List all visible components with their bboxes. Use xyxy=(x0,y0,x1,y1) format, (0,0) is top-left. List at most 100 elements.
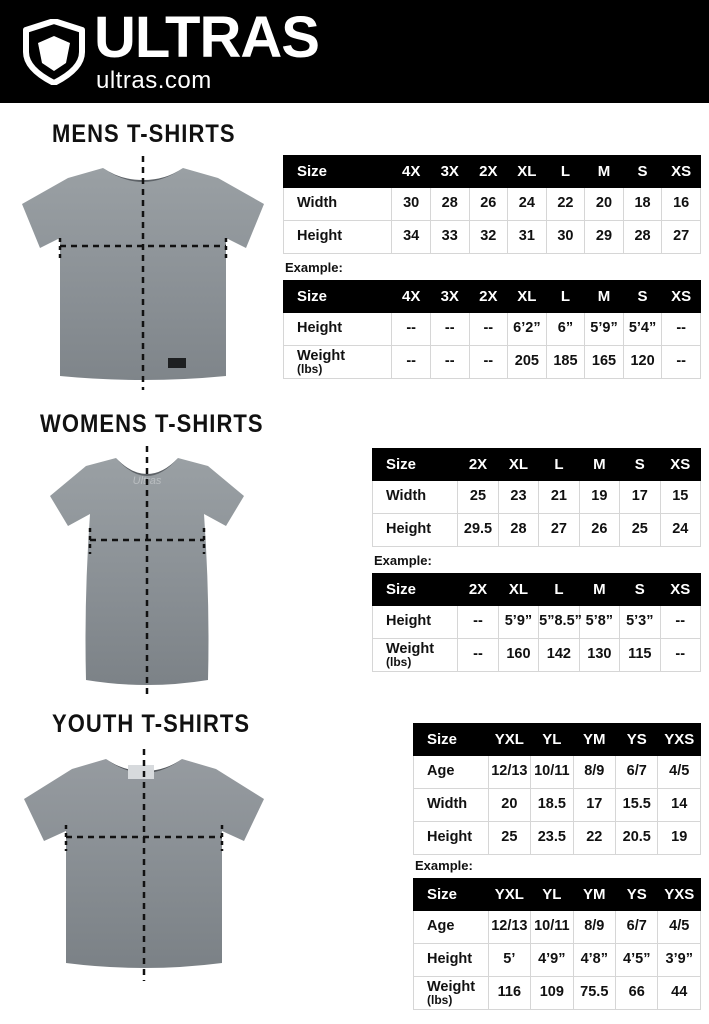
cell-height-s: 25 xyxy=(619,513,661,547)
example-label-womens: Example: xyxy=(374,553,432,568)
cell-height-2x: 32 xyxy=(468,220,509,254)
cell-exweight-4x: -- xyxy=(391,345,431,379)
cell-exweight-s: 115 xyxy=(619,638,661,672)
cell-height-xl: 31 xyxy=(507,220,547,254)
col-head-3x: 3X xyxy=(429,280,470,313)
table-row: Weight (lbs) 116 109 75.5 66 44 xyxy=(413,976,701,1010)
table-row: Height -- -- -- 6’2” 6” 5’9” 5’4” -- xyxy=(282,312,701,346)
table-row: Age 12/13 10/11 8/9 6/7 4/5 xyxy=(413,755,701,789)
cell-height-yl: 23.5 xyxy=(530,821,574,855)
col-head-2x: 2X xyxy=(457,573,499,606)
cell-exheight-2x: -- xyxy=(457,605,499,639)
col-head-m: M xyxy=(584,280,624,313)
col-head-ym: YM xyxy=(572,878,617,911)
table-row: Height 25 23.5 22 20.5 19 xyxy=(413,821,701,855)
header-divider xyxy=(0,103,709,106)
youth-example-table-wrap: Example: Size YXL YL YM YS YXS Age 12/13… xyxy=(413,858,701,1010)
cell-exweight-m: 130 xyxy=(578,638,621,672)
womens-example-table-wrap: Example: Size 2X XL L M S XS Height -- 5… xyxy=(371,553,702,672)
cell-exweight-xl: 160 xyxy=(497,638,540,672)
cell-exage-yl: 10/11 xyxy=(530,910,574,944)
cell-exweight-ys: 66 xyxy=(615,976,659,1010)
table-header-row: Size YXL YL YM YS YXS xyxy=(413,723,701,756)
cell-width-m: 20 xyxy=(584,187,624,221)
cell-width-xs: 15 xyxy=(659,480,702,514)
youth-size-table: Size YXL YL YM YS YXS Age 12/13 10/11 8/… xyxy=(413,723,701,855)
table-row: Width 20 18.5 17 15.5 14 xyxy=(413,788,701,822)
cell-width-s: 17 xyxy=(619,480,661,514)
col-head-yxs: YXS xyxy=(657,723,701,756)
col-head-m: M xyxy=(578,573,621,606)
col-head-s: S xyxy=(619,573,661,606)
cell-exheight-2x: -- xyxy=(468,312,509,346)
col-head-l: L xyxy=(545,155,586,188)
col-head-s: S xyxy=(622,280,663,313)
cell-exage-ym: 8/9 xyxy=(572,910,617,944)
row-label-height: Height xyxy=(413,943,489,977)
cell-exweight-2x: -- xyxy=(468,345,509,379)
cell-exheight-xl: 5’9” xyxy=(497,605,540,639)
cell-exheight-ym: 4’8” xyxy=(572,943,617,977)
cell-exweight-ym: 75.5 xyxy=(572,976,617,1010)
cell-width-yl: 18.5 xyxy=(530,788,574,822)
col-head-ym: YM xyxy=(572,723,617,756)
cell-width-xs: 16 xyxy=(661,187,701,221)
cell-exweight-yxl: 116 xyxy=(487,976,532,1010)
cell-age-yxl: 12/13 xyxy=(487,755,532,789)
cell-height-xl: 28 xyxy=(497,513,540,547)
row-label-age: Age xyxy=(413,910,489,944)
col-head-yl: YL xyxy=(530,878,574,911)
cell-exage-ys: 6/7 xyxy=(615,910,659,944)
mens-example-table-wrap: Example: Size 4X 3X 2X XL L M S XS Heigh… xyxy=(282,260,701,379)
cell-width-l: 22 xyxy=(545,187,586,221)
col-head-yl: YL xyxy=(530,723,574,756)
cell-exheight-xs: -- xyxy=(661,312,701,346)
row-label-weight-unit: (lbs) xyxy=(386,654,412,669)
cell-exweight-m: 165 xyxy=(584,345,624,379)
col-head-m: M xyxy=(578,448,621,481)
col-head-s: S xyxy=(622,155,663,188)
cell-age-ym: 8/9 xyxy=(572,755,617,789)
youth-tshirt-illustration xyxy=(10,745,278,985)
cell-exweight-xs: -- xyxy=(661,345,701,379)
col-head-3x: 3X xyxy=(429,155,470,188)
col-head-yxl: YXL xyxy=(487,878,532,911)
cell-height-l: 27 xyxy=(538,513,580,547)
cell-exheight-4x: -- xyxy=(391,312,431,346)
row-label-height: Height xyxy=(282,312,393,346)
womens-size-table: Size 2X XL L M S XS Width 25 23 21 19 17… xyxy=(371,448,702,547)
col-head-xl: XL xyxy=(507,280,547,313)
cell-height-s: 28 xyxy=(622,220,663,254)
row-label-weight: Weight (lbs) xyxy=(413,976,489,1010)
col-head-size: Size xyxy=(413,878,489,911)
row-label-width: Width xyxy=(282,187,393,221)
table-row: Width 25 23 21 19 17 15 xyxy=(371,480,702,514)
womens-example-table: Size 2X XL L M S XS Height -- 5’9” 5”8.5… xyxy=(371,573,702,672)
mens-tshirt-illustration xyxy=(8,150,278,395)
row-label-weight: Weight (lbs) xyxy=(371,638,459,672)
cell-height-yxs: 19 xyxy=(657,821,701,855)
table-row: Height -- 5’9” 5”8.5” 5’8” 5’3” -- xyxy=(371,605,702,639)
cell-height-3x: 33 xyxy=(429,220,470,254)
row-label-weight-main: Weight xyxy=(297,347,346,364)
cell-age-ys: 6/7 xyxy=(615,755,659,789)
brand-domain: ultras.com xyxy=(96,67,212,95)
cell-exheight-s: 5’3” xyxy=(619,605,661,639)
table-row: Age 12/13 10/11 8/9 6/7 4/5 xyxy=(413,910,701,944)
cell-exheight-yxl: 5’ xyxy=(487,943,532,977)
table-header-row: Size 4X 3X 2X XL L M S XS xyxy=(282,155,701,188)
table-row: Height 34 33 32 31 30 29 28 27 xyxy=(282,220,701,254)
cell-exheight-xs: -- xyxy=(659,605,702,639)
cell-height-yxl: 25 xyxy=(487,821,532,855)
row-label-height: Height xyxy=(371,513,459,547)
col-head-xs: XS xyxy=(659,573,702,606)
col-head-4x: 4X xyxy=(391,280,431,313)
brand-wordmark-block: ULTRAS ultras.com xyxy=(94,8,320,95)
cell-width-ys: 15.5 xyxy=(615,788,659,822)
cell-height-xs: 27 xyxy=(661,220,701,254)
col-head-xs: XS xyxy=(661,155,701,188)
cell-exweight-yl: 109 xyxy=(530,976,574,1010)
row-label-height: Height xyxy=(282,220,393,254)
row-label-weight-main: Weight xyxy=(386,640,435,657)
row-label-weight: Weight (lbs) xyxy=(282,345,393,379)
